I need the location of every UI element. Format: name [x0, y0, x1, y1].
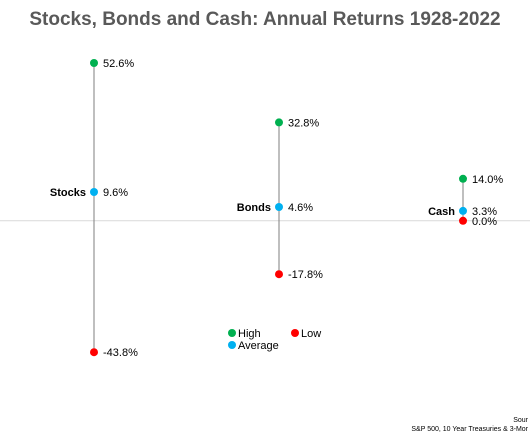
point-bonds-high	[275, 118, 283, 127]
source-line-2: S&P 500, 10 Year Treasuries & 3-Mor	[411, 426, 528, 433]
point-cash-average	[459, 206, 467, 215]
legend-marker-low	[291, 329, 299, 337]
point-stocks-low	[90, 348, 98, 357]
point-stocks-average	[90, 188, 98, 196]
chart-title: Stocks, Bonds and Cash: Annual Returns 1…	[29, 9, 500, 30]
legend-marker-average	[228, 341, 236, 349]
legend-marker-high	[228, 329, 236, 337]
category-label-bonds: Bonds	[237, 202, 271, 214]
category-label-cash: Cash	[428, 206, 455, 218]
point-cash-low	[459, 216, 467, 225]
label-stocks-high: 52.6%	[103, 58, 134, 70]
point-stocks-high	[90, 59, 98, 67]
plot-area: 52.6% 9.6% -43.8% Stocks 32.8% 4.6% -17.8% Bond…	[50, 58, 503, 359]
point-cash-high	[459, 174, 467, 183]
source-line-1: Sour	[513, 417, 528, 424]
label-cash-average: 3.3%	[472, 206, 497, 218]
label-bonds-average: 4.6%	[288, 202, 313, 214]
label-stocks-low: -43.8%	[103, 347, 138, 359]
legend-label-low: Low	[301, 328, 321, 340]
label-stocks-average: 9.6%	[103, 187, 128, 199]
category-label-stocks: Stocks	[50, 187, 86, 199]
label-cash-low: 0.0%	[472, 216, 497, 228]
legend: High Low Average	[228, 328, 321, 352]
point-bonds-average	[275, 203, 283, 211]
label-bonds-high: 32.8%	[288, 117, 319, 129]
legend-label-average: Average	[238, 340, 279, 352]
point-bonds-low	[275, 270, 283, 279]
label-cash-high: 14.0%	[472, 174, 503, 186]
label-bonds-low: -17.8%	[288, 269, 323, 281]
legend-label-high: High	[238, 328, 261, 340]
